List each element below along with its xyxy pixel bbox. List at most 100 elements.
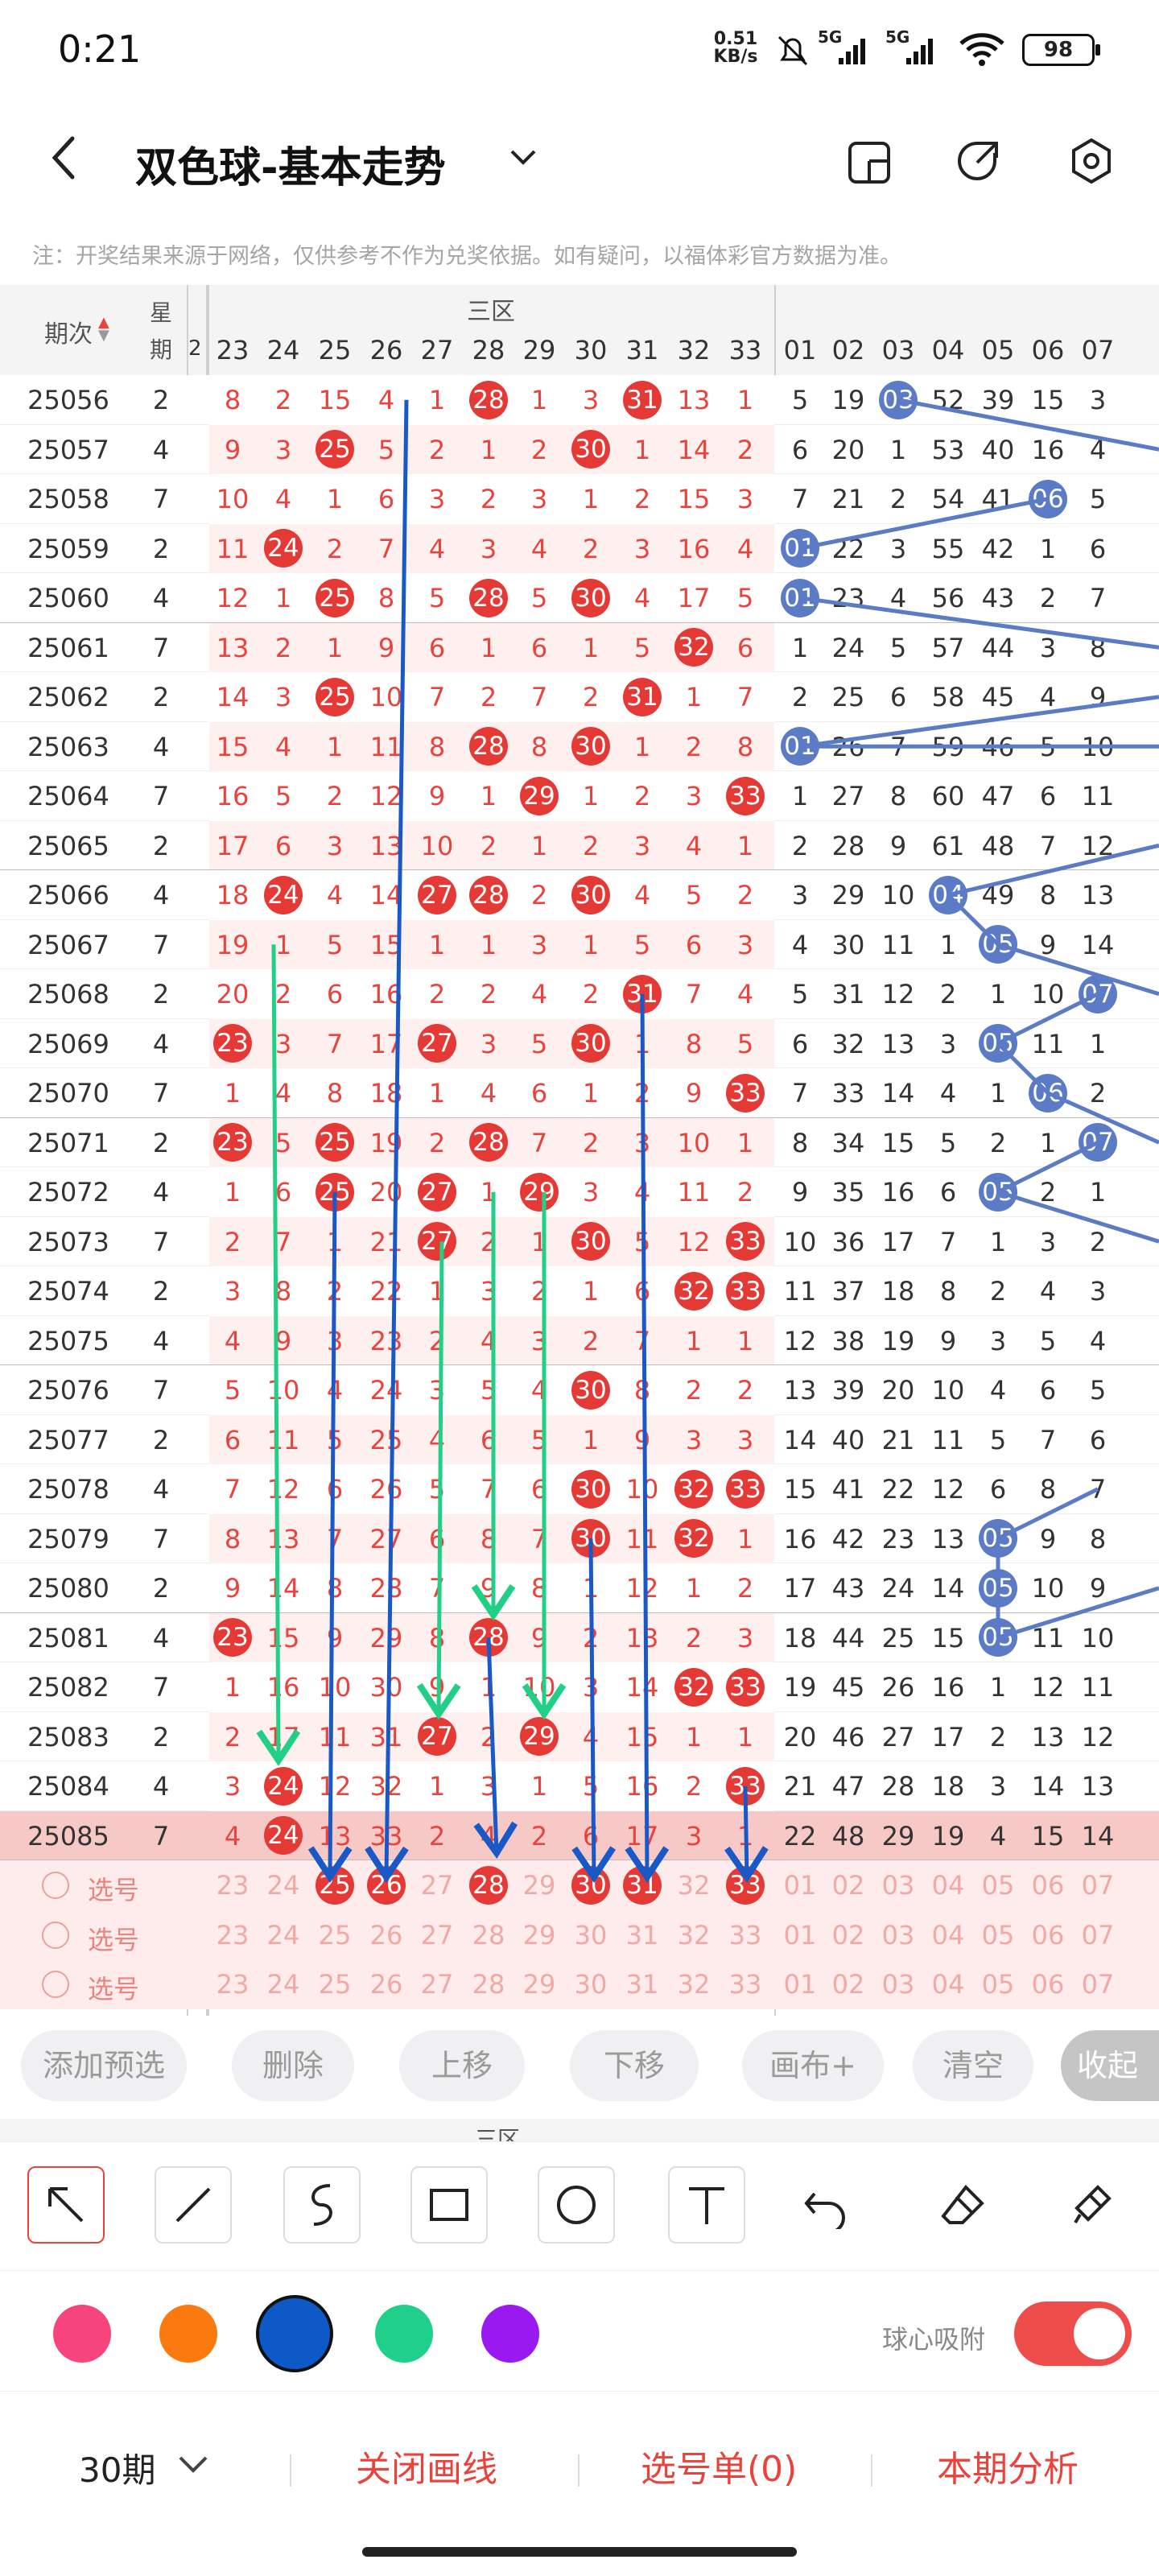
red-ball[interactable]: 24 bbox=[264, 529, 303, 568]
pick-red-option[interactable]: 31 bbox=[625, 1969, 659, 2000]
pick-red-option[interactable]: 32 bbox=[677, 1870, 711, 1901]
color-swatch-green[interactable] bbox=[375, 2305, 433, 2363]
period-cell[interactable]: 25062 bbox=[27, 682, 109, 712]
pick-blue-option[interactable]: 04 bbox=[931, 1870, 965, 1901]
pick-red-option[interactable]: 33 bbox=[728, 1919, 762, 1951]
red-ball[interactable]: 30 bbox=[571, 727, 610, 766]
pick-red-option[interactable]: 31 bbox=[625, 1919, 659, 1951]
period-cell[interactable]: 25058 bbox=[27, 484, 109, 514]
period-cell[interactable]: 25076 bbox=[27, 1375, 109, 1406]
pick-red-option[interactable]: 24 bbox=[266, 1919, 300, 1951]
period-cell[interactable]: 25074 bbox=[27, 1276, 109, 1307]
blue-ball[interactable]: 01 bbox=[781, 529, 819, 568]
pick-red-option[interactable]: 27 bbox=[420, 1969, 454, 2000]
color-swatch-purple[interactable] bbox=[481, 2305, 539, 2363]
trend-table[interactable]: 期次 ▲ ▼ 星期 三区 2 23 24 25 26 27 28 29 30 31 32 33 01 02 03 04 0… bbox=[0, 285, 1159, 2016]
blue-ball[interactable]: 07 bbox=[1079, 1123, 1117, 1162]
period-cell[interactable]: 25080 bbox=[27, 1573, 109, 1604]
pick-red-option[interactable]: 28 bbox=[472, 1969, 505, 2000]
add-preselect-button[interactable]: 添加预选 bbox=[21, 2030, 187, 2101]
period-cell[interactable]: 25069 bbox=[27, 1028, 109, 1059]
pick-red-option[interactable]: 29 bbox=[522, 1870, 556, 1901]
pick-blue-option[interactable]: 02 bbox=[831, 1919, 865, 1951]
period-cell[interactable]: 25065 bbox=[27, 830, 109, 861]
pick-blue-option[interactable]: 01 bbox=[783, 1919, 817, 1951]
red-ball[interactable]: 25 bbox=[316, 1123, 354, 1162]
collapse-button[interactable]: 收起 bbox=[1061, 2030, 1159, 2101]
period-cell[interactable]: 25084 bbox=[27, 1771, 109, 1802]
red-ball[interactable]: 23 bbox=[213, 1024, 252, 1063]
red-ball[interactable]: 28 bbox=[469, 578, 508, 617]
pick-blue-option[interactable]: 02 bbox=[831, 1969, 865, 2000]
pick-blue-option[interactable]: 04 bbox=[931, 1969, 965, 2000]
red-ball[interactable]: 24 bbox=[264, 875, 303, 914]
delete-button[interactable]: 删除 bbox=[232, 2030, 354, 2101]
rectangle-tool[interactable] bbox=[410, 2166, 488, 2244]
period-cell[interactable]: 25077 bbox=[27, 1424, 109, 1455]
period-cell[interactable]: 25067 bbox=[27, 929, 109, 960]
sort-icon-down[interactable]: ▼ bbox=[98, 327, 109, 344]
red-ball[interactable]: 25 bbox=[316, 430, 354, 469]
red-ball[interactable]: 23 bbox=[213, 1123, 252, 1162]
color-swatch-blue-selected[interactable] bbox=[256, 2295, 333, 2372]
red-ball[interactable]: 27 bbox=[418, 875, 456, 914]
move-up-button[interactable]: 上移 bbox=[399, 2030, 525, 2101]
pick-red-option[interactable]: 32 bbox=[677, 1919, 711, 1951]
pick-blue-option[interactable]: 06 bbox=[1031, 1919, 1065, 1951]
red-ball[interactable]: 33 bbox=[726, 776, 765, 815]
sort-icon[interactable]: ▲ bbox=[98, 314, 109, 331]
pick-radio[interactable] bbox=[42, 1872, 69, 1899]
period-cell[interactable]: 25070 bbox=[27, 1078, 109, 1108]
red-ball[interactable]: 33 bbox=[726, 1271, 765, 1311]
period-cell[interactable]: 25078 bbox=[27, 1474, 109, 1505]
period-cell[interactable]: 25073 bbox=[27, 1226, 109, 1257]
pick-blue-option[interactable]: 05 bbox=[981, 1919, 1015, 1951]
blue-ball[interactable]: 05 bbox=[979, 1172, 1017, 1212]
arrow-tool[interactable] bbox=[27, 2166, 105, 2244]
clear-button[interactable]: 清空 bbox=[913, 2030, 1033, 2101]
back-arrow-icon[interactable] bbox=[48, 134, 80, 182]
pick-red-option[interactable]: 23 bbox=[216, 1870, 250, 1901]
pick-red-option[interactable]: 23 bbox=[216, 1969, 250, 2000]
share-icon[interactable] bbox=[955, 137, 1003, 185]
red-ball[interactable]: 30 bbox=[571, 1469, 610, 1509]
period-cell[interactable]: 25060 bbox=[27, 583, 109, 613]
pick-blue-option[interactable]: 03 bbox=[881, 1969, 915, 2000]
pick-red-selected[interactable]: 28 bbox=[469, 1865, 508, 1905]
red-ball[interactable]: 32 bbox=[674, 1469, 713, 1509]
red-ball[interactable]: 32 bbox=[674, 1271, 713, 1311]
red-ball[interactable]: 32 bbox=[674, 628, 713, 667]
pick-red-option[interactable]: 26 bbox=[369, 1969, 403, 2000]
pick-list-button[interactable]: 选号单(0) bbox=[641, 2449, 798, 2490]
red-ball[interactable]: 30 bbox=[571, 578, 610, 617]
pick-red-option[interactable]: 30 bbox=[574, 1969, 608, 2000]
period-cell[interactable]: 25079 bbox=[27, 1523, 109, 1554]
chevron-down-icon[interactable] bbox=[507, 147, 539, 171]
pick-red-option[interactable]: 33 bbox=[728, 1969, 762, 2000]
red-ball[interactable]: 27 bbox=[418, 1717, 456, 1757]
pick-red-option[interactable]: 27 bbox=[420, 1919, 454, 1951]
brush-icon[interactable] bbox=[1069, 2182, 1117, 2227]
red-ball[interactable]: 33 bbox=[726, 1073, 765, 1113]
period-cell[interactable]: 25061 bbox=[27, 632, 109, 663]
pick-blue-option[interactable]: 05 bbox=[981, 1870, 1015, 1901]
red-ball[interactable]: 28 bbox=[469, 1123, 508, 1162]
red-ball[interactable]: 30 bbox=[571, 1370, 610, 1410]
text-tool[interactable] bbox=[668, 2166, 745, 2244]
pick-blue-option[interactable]: 01 bbox=[783, 1870, 817, 1901]
red-ball[interactable]: 28 bbox=[469, 727, 508, 766]
red-ball[interactable]: 29 bbox=[520, 776, 559, 815]
line-tool[interactable] bbox=[155, 2166, 232, 2244]
pick-blue-option[interactable]: 07 bbox=[1081, 1919, 1115, 1951]
pick-red-option[interactable]: 24 bbox=[266, 1870, 300, 1901]
red-ball[interactable]: 28 bbox=[469, 380, 508, 419]
pick-blue-option[interactable]: 07 bbox=[1081, 1969, 1115, 2000]
move-down-button[interactable]: 下移 bbox=[570, 2030, 699, 2101]
pick-red-option[interactable]: 24 bbox=[266, 1969, 300, 2000]
red-ball[interactable]: 33 bbox=[726, 1667, 765, 1707]
period-cell[interactable]: 25063 bbox=[27, 731, 109, 762]
period-selector[interactable]: 30期 bbox=[79, 2450, 156, 2490]
red-ball[interactable]: 24 bbox=[264, 1766, 303, 1806]
red-ball[interactable]: 30 bbox=[571, 430, 610, 469]
pick-red-option[interactable]: 25 bbox=[318, 1969, 352, 2000]
